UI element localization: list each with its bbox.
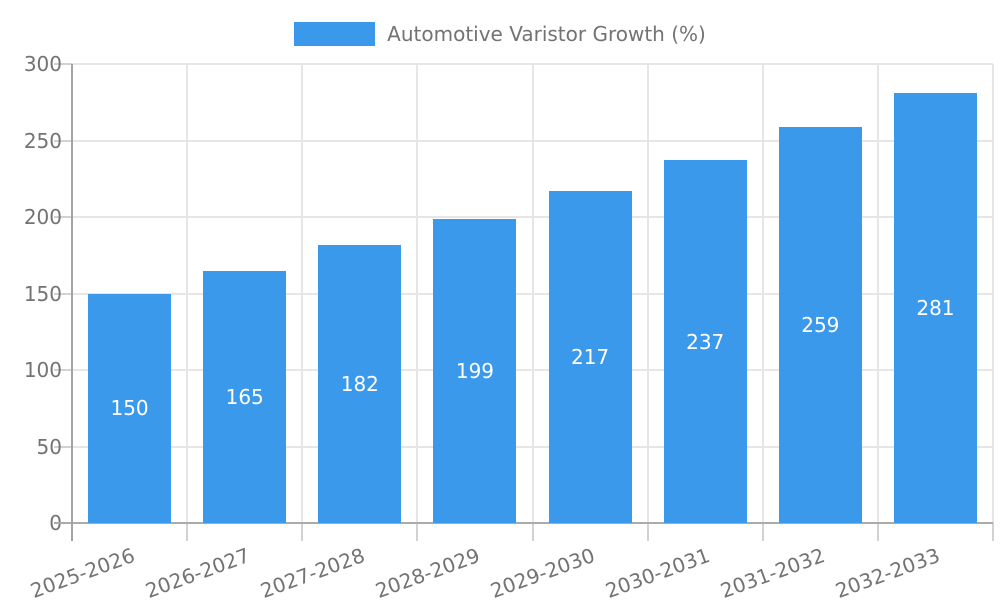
y-tick-mark bbox=[54, 445, 72, 448]
gridline-vertical bbox=[992, 64, 994, 523]
y-tick-label: 0 bbox=[0, 511, 62, 535]
y-tick-label: 300 bbox=[23, 52, 62, 76]
legend-label: Automotive Varistor Growth (%) bbox=[387, 22, 706, 46]
bar[interactable] bbox=[88, 293, 172, 523]
x-tick-mark bbox=[416, 523, 419, 541]
y-tick-label: 100 bbox=[23, 358, 62, 382]
gridline-vertical bbox=[301, 64, 304, 523]
y-tick-mark bbox=[54, 139, 72, 142]
x-tick-mark bbox=[531, 523, 534, 541]
bar-value-label: 217 bbox=[570, 344, 610, 369]
bar[interactable] bbox=[318, 244, 402, 523]
bar-value-label: 237 bbox=[686, 329, 725, 354]
bar[interactable] bbox=[548, 190, 632, 523]
bar-value-label: 281 bbox=[916, 296, 955, 321]
x-tick-mark bbox=[186, 523, 189, 541]
gridline-vertical bbox=[876, 64, 879, 523]
bar[interactable] bbox=[663, 160, 747, 523]
bar-value-label: 259 bbox=[801, 312, 840, 337]
gridline-vertical bbox=[186, 64, 189, 523]
x-tick-mark bbox=[876, 523, 879, 541]
bar-value-label: 182 bbox=[340, 371, 379, 396]
x-tick-mark bbox=[646, 523, 649, 541]
gridline-vertical bbox=[646, 64, 649, 523]
x-tick-mark bbox=[761, 523, 764, 541]
gridline-vertical bbox=[761, 64, 764, 523]
y-tick-mark bbox=[54, 63, 72, 65]
y-tick-mark bbox=[54, 369, 72, 371]
y-tick-label: 250 bbox=[23, 128, 62, 153]
y-axis-line bbox=[71, 64, 73, 541]
bar-value-label: 165 bbox=[225, 384, 264, 409]
y-tick-mark bbox=[54, 216, 72, 218]
x-tick-mark bbox=[301, 523, 304, 541]
bar[interactable] bbox=[893, 93, 977, 523]
bar[interactable] bbox=[433, 218, 517, 523]
y-tick-label: 150 bbox=[23, 281, 62, 306]
legend[interactable]: Automotive Varistor Growth (%) bbox=[0, 19, 1000, 49]
gridline-vertical bbox=[416, 64, 419, 523]
y-tick-mark bbox=[54, 292, 72, 295]
gridline-vertical bbox=[531, 64, 534, 523]
x-tick-mark bbox=[992, 523, 994, 541]
bar[interactable] bbox=[778, 126, 862, 523]
x-axis-line bbox=[54, 522, 993, 524]
y-tick-label: 200 bbox=[23, 205, 62, 229]
bar-value-label: 199 bbox=[455, 358, 495, 383]
bar-value-label: 150 bbox=[110, 396, 149, 421]
y-tick-label: 50 bbox=[36, 434, 62, 459]
bar[interactable] bbox=[203, 270, 287, 523]
legend-swatch bbox=[294, 22, 376, 46]
